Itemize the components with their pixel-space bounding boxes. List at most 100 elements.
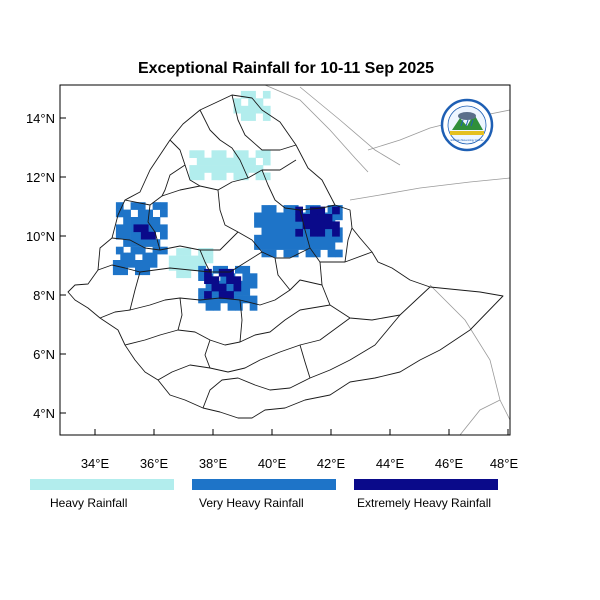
- rainfall-cell: [324, 221, 333, 230]
- rainfall-cell: [327, 249, 336, 258]
- rainfall-cell: [211, 157, 220, 166]
- rainfall-cell: [276, 227, 284, 236]
- rainfall-cell: [249, 280, 258, 289]
- rainfall-cell: [305, 249, 314, 258]
- rainfall-cell: [332, 221, 340, 230]
- rainfall-cell: [189, 165, 198, 173]
- rainfall-cell: [283, 249, 292, 258]
- rainfall-cell: [249, 273, 258, 281]
- rainfall-cell: [168, 263, 177, 271]
- rainfall-cell: [130, 231, 139, 240]
- rainfall-cell: [127, 260, 136, 268]
- rainfall-cell: [261, 234, 270, 243]
- rainfall-cell: [205, 248, 214, 256]
- rainfall-cell: [295, 206, 303, 215]
- rainfall-cell: [142, 252, 151, 261]
- rainfall-cell: [160, 202, 168, 210]
- rainfall-cell: [240, 113, 249, 121]
- rainfall-cell: [196, 172, 205, 181]
- rainfall-cell: [249, 303, 258, 311]
- rainfall-cell: [332, 206, 340, 215]
- rainfall-cell: [130, 239, 139, 247]
- rainfall-cell: [310, 206, 318, 215]
- rainfall-cell: [137, 246, 146, 255]
- rainfall-cell: [312, 234, 321, 243]
- rainfall-cell: [317, 206, 326, 215]
- rainfall-cell: [248, 105, 256, 114]
- rainfall-cell: [137, 217, 146, 225]
- rainfall-cell: [137, 209, 146, 218]
- rainfall-cell: [176, 248, 184, 256]
- legend-label-extremely-heavy: Extremely Heavy Rainfall: [357, 496, 491, 510]
- rainfall-cell: [183, 270, 192, 279]
- rainfall-cell: [152, 224, 161, 233]
- rainfall-cell: [276, 242, 284, 250]
- rainfall-cell: [115, 209, 124, 218]
- x-tick-label: 48°E: [490, 456, 519, 471]
- legend-swatch-extremely-heavy: [354, 479, 498, 490]
- rainfall-cell: [123, 209, 131, 218]
- rainfall-cell: [261, 227, 270, 236]
- rainfall-cell: [115, 246, 124, 255]
- kenya-somalia-border: [459, 399, 501, 436]
- rainfall-cell: [123, 217, 131, 225]
- rainfall-cell: [327, 234, 336, 243]
- rainfall-cell: [254, 212, 262, 221]
- rainfall-cell: [233, 283, 242, 292]
- rainfall-cell: [130, 217, 139, 225]
- rainfall-cell: [310, 228, 318, 237]
- plot-area: [59, 84, 511, 436]
- rainfall-cell: [327, 205, 336, 213]
- rainfall-cell: [218, 165, 227, 173]
- rainfall-cell: [332, 228, 340, 237]
- rainfall-cell: [310, 221, 318, 230]
- rainfall-cell: [140, 231, 149, 240]
- y-tick-label: 10°N: [26, 229, 55, 244]
- legend-swatch-heavy: [30, 479, 174, 490]
- rainfall-cell: [135, 260, 143, 268]
- rainfall-cell: [211, 276, 220, 284]
- rainfall-cell: [276, 234, 284, 243]
- rainfall-cell: [183, 263, 192, 271]
- rainfall-cell: [204, 157, 212, 166]
- rainfall-cell: [235, 288, 243, 296]
- rainfall-cell: [276, 220, 284, 228]
- x-tick-label: 36°E: [140, 456, 169, 471]
- rainfall-cell: [283, 242, 292, 250]
- rainfall-cell: [130, 246, 139, 255]
- rainfall-cell: [176, 263, 184, 271]
- rainfall-cell: [335, 234, 343, 243]
- rainfall-cell: [268, 220, 277, 228]
- rainfall-cell: [226, 165, 234, 173]
- admin-borders: [97, 94, 431, 409]
- rainfall-cell: [123, 239, 131, 247]
- rainfall-cell: [176, 255, 184, 264]
- rainfall-cell: [317, 214, 326, 222]
- rainfall-cell: [295, 228, 303, 237]
- rainfall-cell: [145, 224, 153, 233]
- rainfall-cell: [130, 202, 139, 210]
- rainfall-cell: [211, 150, 220, 158]
- rainfall-cell: [120, 260, 128, 268]
- agency-logo-icon: Ethiopian Meteorology Institute: [440, 98, 494, 152]
- rainfall-cell: [148, 231, 156, 240]
- rainfall-cell: [220, 273, 228, 281]
- legend-label-heavy: Heavy Rainfall: [50, 496, 127, 510]
- rainfall-cell: [255, 150, 264, 158]
- rainfall-cell: [248, 157, 256, 166]
- rainfall-cell: [160, 246, 168, 255]
- rainfall-cell: [240, 105, 249, 114]
- rainfall-cell: [240, 165, 249, 173]
- rainfall-cell: [255, 165, 264, 173]
- rainfall-cell: [226, 276, 234, 284]
- rainfall-cell: [218, 157, 227, 166]
- rainfall-cell: [160, 231, 168, 240]
- rainfall-cell: [233, 165, 242, 173]
- rainfall-cell: [198, 265, 206, 274]
- rainfall-cell: [262, 150, 271, 158]
- legend: Heavy Rainfall Very Heavy Rainfall Extre…: [30, 479, 498, 510]
- rainfall-cell: [120, 252, 128, 261]
- rainfall-cell: [261, 212, 270, 221]
- rainfall-cell: [327, 227, 336, 236]
- rainfall-cell: [290, 227, 299, 236]
